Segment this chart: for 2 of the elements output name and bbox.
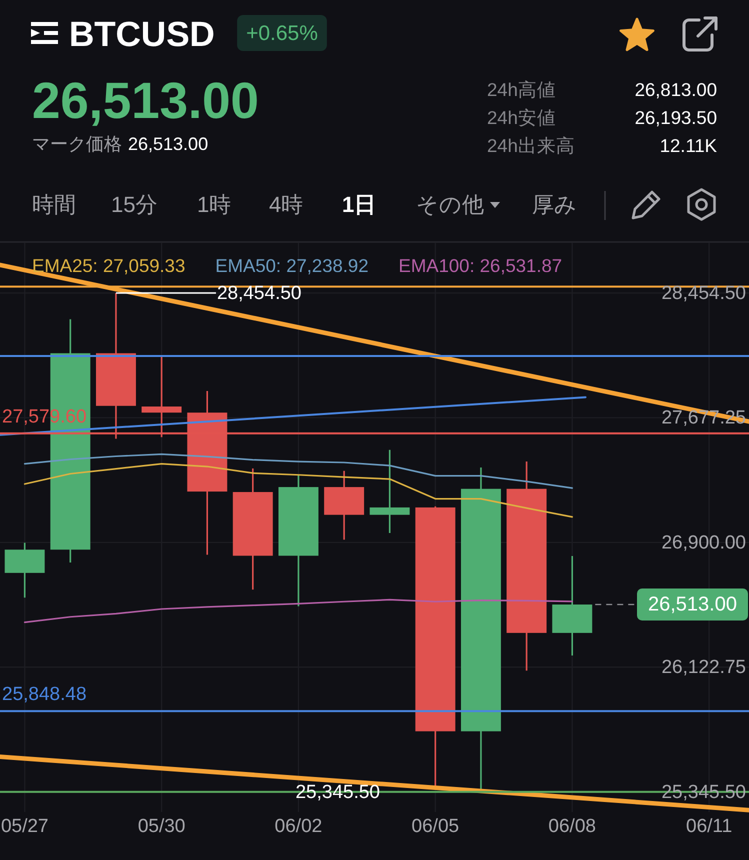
price-label: 26,513.00: [648, 594, 737, 616]
title: BTCUSD: [69, 14, 215, 54]
